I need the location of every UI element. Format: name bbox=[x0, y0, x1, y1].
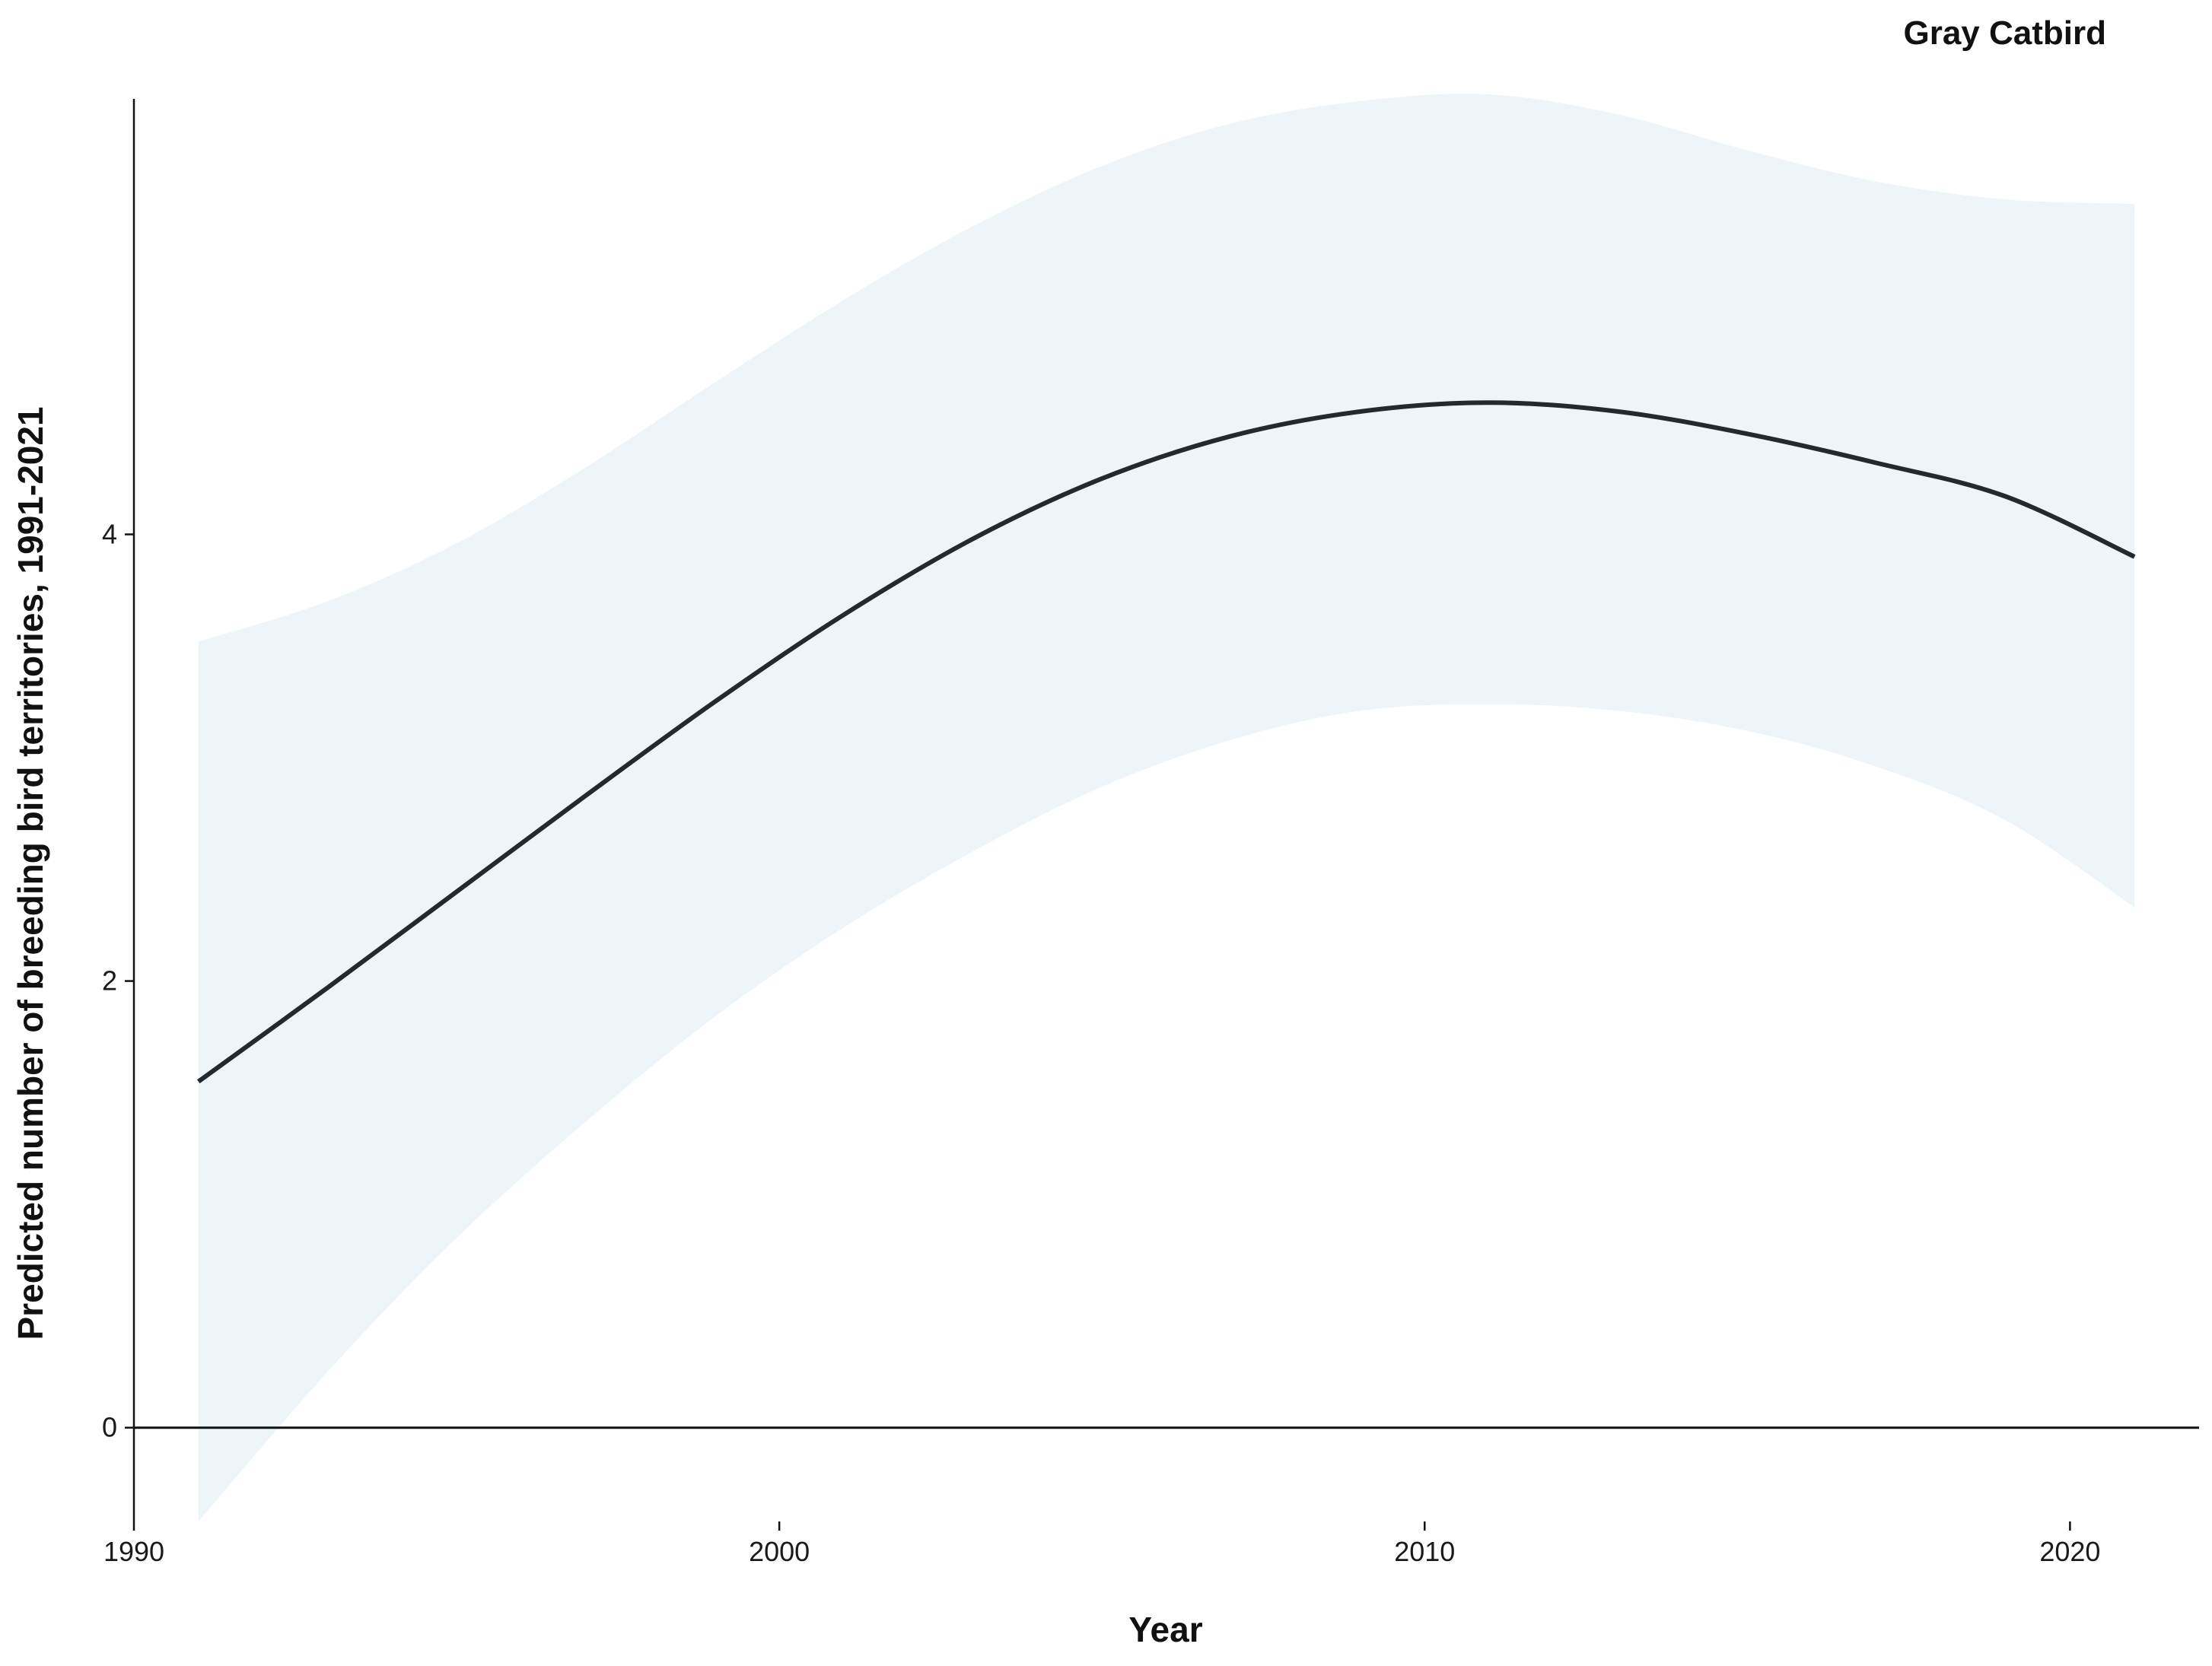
chart-title: Gray Catbird bbox=[1903, 14, 2106, 52]
ticks-layer: 1990 2000 2010 2020 0 2 4 bbox=[102, 518, 2100, 1567]
x-tick-label: 2000 bbox=[749, 1536, 810, 1567]
y-tick-label: 0 bbox=[102, 1412, 117, 1443]
x-tick-label: 2010 bbox=[1394, 1536, 1455, 1567]
x-tick-label: 2020 bbox=[2039, 1536, 2100, 1567]
confidence-band bbox=[198, 94, 2135, 1521]
trend-line-layer bbox=[197, 400, 2136, 1084]
x-tick-label: 1990 bbox=[103, 1536, 164, 1567]
y-axis-title: Predicted number of breeding bird territ… bbox=[11, 406, 50, 1340]
confidence-band-layer bbox=[198, 94, 2135, 1521]
trend-line bbox=[197, 400, 2136, 1084]
y-tick-label: 2 bbox=[102, 965, 117, 997]
y-tick-label: 4 bbox=[102, 518, 117, 549]
x-axis-title: Year bbox=[1128, 1610, 1202, 1649]
